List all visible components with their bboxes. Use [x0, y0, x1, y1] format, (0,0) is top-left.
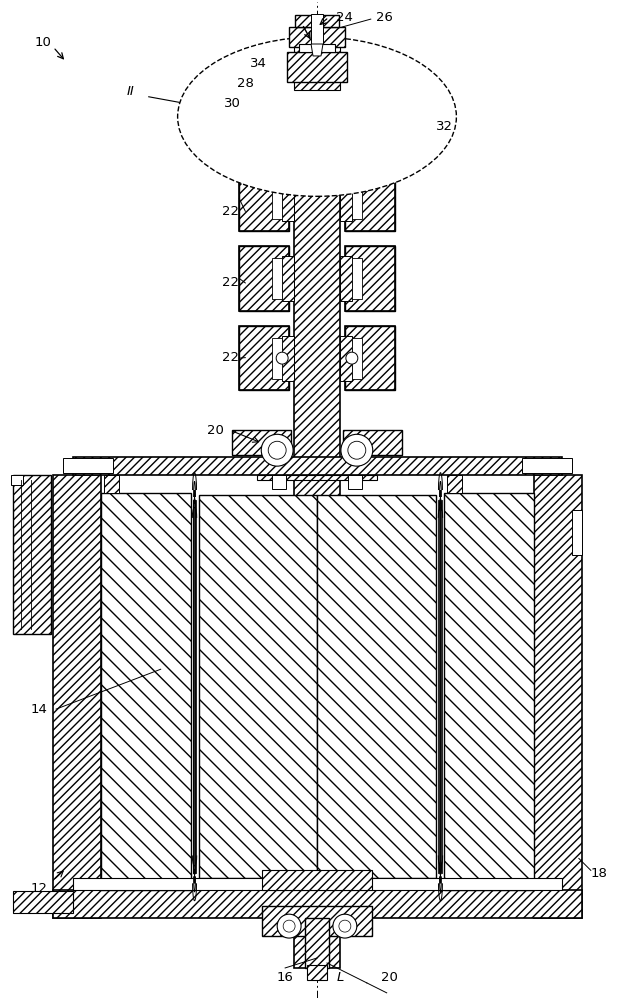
- Bar: [11, 475, 23, 485]
- Circle shape: [276, 352, 288, 364]
- Bar: [232, 430, 291, 455]
- Bar: [295, 15, 339, 27]
- Bar: [272, 338, 282, 379]
- Circle shape: [341, 434, 373, 466]
- Circle shape: [261, 434, 293, 466]
- Text: II: II: [127, 85, 135, 98]
- Bar: [311, 14, 323, 44]
- Bar: [239, 326, 289, 390]
- Text: 24: 24: [337, 11, 353, 24]
- Bar: [572, 510, 582, 555]
- Bar: [287, 52, 347, 82]
- Bar: [345, 166, 395, 231]
- Bar: [53, 890, 582, 918]
- Bar: [522, 458, 572, 473]
- Bar: [444, 493, 534, 890]
- Bar: [63, 458, 113, 473]
- Bar: [73, 457, 562, 475]
- Polygon shape: [311, 44, 323, 56]
- Bar: [272, 178, 282, 219]
- Bar: [534, 475, 582, 918]
- Text: L: L: [336, 971, 344, 984]
- Text: 22: 22: [222, 276, 239, 289]
- Bar: [101, 493, 190, 890]
- Text: 28: 28: [237, 77, 254, 90]
- Circle shape: [333, 914, 357, 938]
- Bar: [294, 32, 340, 968]
- Bar: [13, 891, 73, 913]
- Bar: [299, 44, 335, 52]
- Bar: [13, 475, 51, 634]
- Text: 22: 22: [222, 205, 239, 218]
- Bar: [307, 965, 327, 980]
- Bar: [345, 246, 395, 311]
- Ellipse shape: [178, 37, 457, 196]
- Bar: [294, 32, 340, 90]
- Bar: [352, 258, 362, 299]
- Text: 26: 26: [377, 11, 393, 24]
- Text: 34: 34: [250, 57, 267, 70]
- Bar: [345, 166, 395, 231]
- Bar: [340, 176, 352, 221]
- Bar: [272, 258, 282, 299]
- Bar: [352, 338, 362, 379]
- Text: 16: 16: [277, 971, 293, 984]
- Bar: [239, 166, 289, 231]
- Text: 20: 20: [381, 971, 398, 984]
- Bar: [199, 495, 317, 878]
- Bar: [262, 906, 371, 936]
- Bar: [239, 246, 289, 311]
- Circle shape: [339, 920, 351, 932]
- Bar: [352, 178, 362, 219]
- Circle shape: [348, 441, 366, 459]
- Circle shape: [277, 914, 301, 938]
- Bar: [348, 475, 362, 489]
- Bar: [317, 495, 436, 878]
- Circle shape: [346, 352, 358, 364]
- Text: 20: 20: [207, 424, 224, 437]
- Bar: [282, 336, 294, 381]
- Bar: [345, 326, 395, 390]
- Circle shape: [268, 441, 286, 459]
- Text: 12: 12: [30, 882, 48, 895]
- Bar: [239, 246, 289, 311]
- Bar: [340, 256, 352, 301]
- Text: 32: 32: [436, 120, 453, 133]
- Text: 10: 10: [35, 36, 51, 49]
- Bar: [289, 27, 345, 47]
- Bar: [305, 918, 329, 968]
- Bar: [340, 336, 352, 381]
- Bar: [239, 326, 289, 390]
- Circle shape: [283, 920, 295, 932]
- Bar: [73, 878, 562, 890]
- Bar: [257, 475, 377, 480]
- Bar: [272, 475, 286, 489]
- Bar: [282, 256, 294, 301]
- Text: 18: 18: [591, 867, 607, 880]
- Text: 22: 22: [222, 351, 239, 364]
- Text: 14: 14: [30, 703, 48, 716]
- Bar: [345, 246, 395, 311]
- Bar: [345, 326, 395, 390]
- Bar: [104, 475, 119, 493]
- Bar: [343, 430, 401, 455]
- Bar: [448, 475, 462, 493]
- Bar: [262, 870, 371, 890]
- Text: 30: 30: [224, 97, 241, 110]
- Bar: [239, 166, 289, 231]
- Bar: [53, 475, 101, 918]
- Bar: [282, 176, 294, 221]
